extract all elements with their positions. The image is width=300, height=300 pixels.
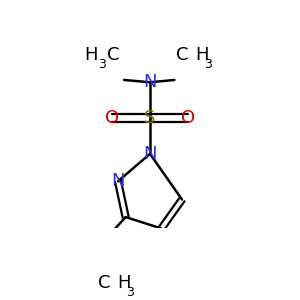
Text: H: H [117,274,131,292]
Text: N: N [143,73,157,91]
Text: H: H [196,46,209,64]
Text: C: C [107,46,120,64]
Text: O: O [105,109,119,127]
Text: 3: 3 [126,286,134,299]
Text: N: N [111,172,125,190]
Text: C: C [176,46,189,64]
Text: S: S [144,109,156,127]
Text: H: H [85,46,98,64]
Text: C: C [98,274,110,292]
Text: O: O [181,109,195,127]
Text: 3: 3 [204,58,212,71]
Text: 3: 3 [98,58,106,71]
Text: N: N [143,145,157,163]
